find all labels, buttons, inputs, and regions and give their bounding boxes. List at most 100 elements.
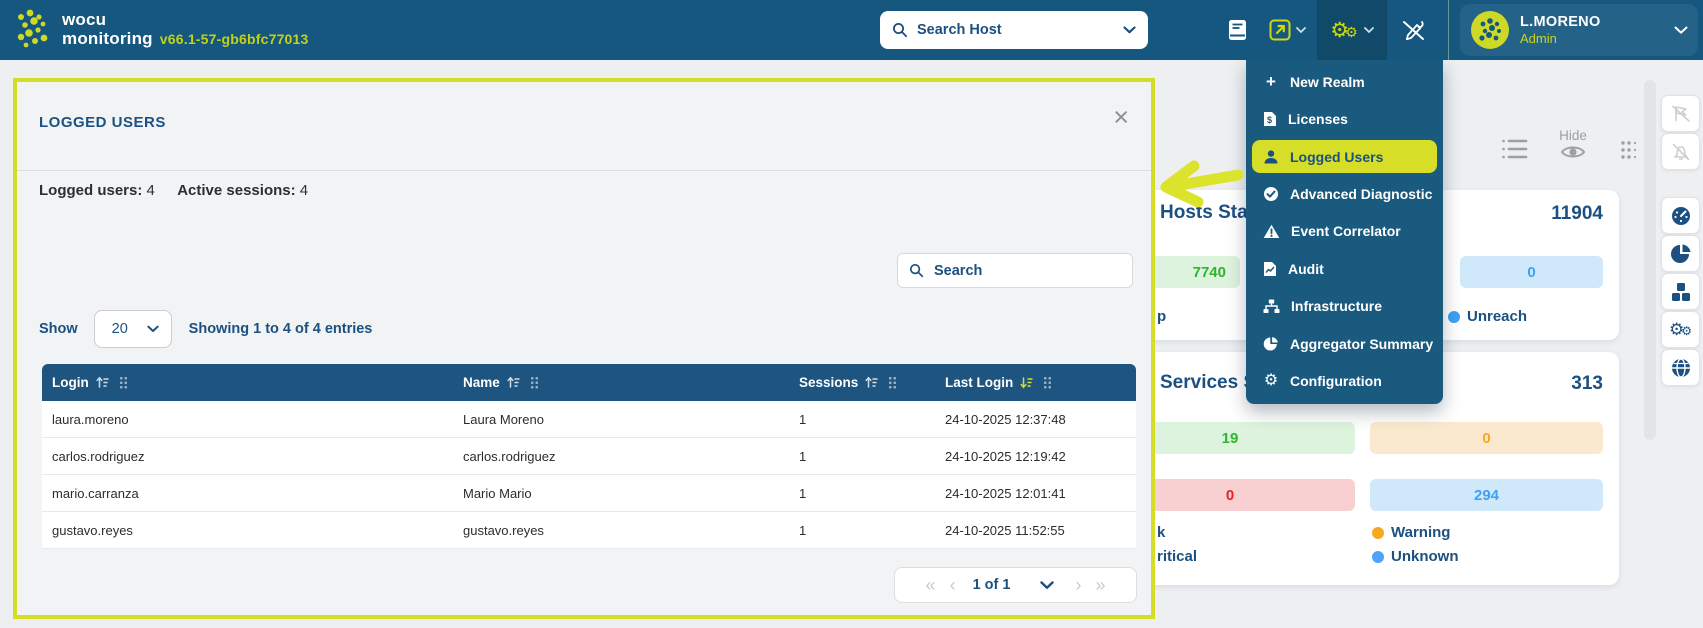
menu-item-event-correlator[interactable]: Event Correlator	[1246, 213, 1443, 251]
table-row[interactable]: carlos.rodriguez carlos.rodriguez 1 24-1…	[42, 438, 1136, 475]
table-row[interactable]: mario.carranza Mario Mario 1 24-10-2025 …	[42, 475, 1136, 512]
user-role: Admin	[1520, 31, 1557, 46]
menu-item-licenses[interactable]: $ Licenses	[1246, 101, 1443, 139]
sort-icon[interactable]	[865, 376, 879, 389]
draw-mode-button[interactable]	[1394, 0, 1432, 60]
globe-icon	[1671, 357, 1690, 378]
logged-users-label: Logged users:	[39, 182, 143, 199]
brand-line1: wocu	[62, 9, 107, 29]
page-size-select[interactable]: 20	[93, 310, 172, 348]
external-views-button[interactable]	[1264, 0, 1310, 60]
next-page-button[interactable]: ›	[1075, 574, 1082, 595]
flag-off-button[interactable]	[1661, 95, 1700, 132]
avatar	[1471, 11, 1509, 49]
cell-name: Laura Moreno	[463, 411, 544, 427]
sort-active-desc-icon[interactable]	[1020, 376, 1033, 389]
host-search-select[interactable]: Search Host	[880, 11, 1148, 49]
services-warning-badge[interactable]: 0	[1370, 422, 1603, 454]
page-select-chevron-icon[interactable]	[1040, 580, 1055, 590]
notifications-off-button[interactable]	[1661, 133, 1700, 170]
services-gears-button[interactable]: ⚙⚙	[1661, 311, 1700, 348]
services-critical-label: ritical	[1157, 548, 1198, 565]
menu-item-new-realm[interactable]: + New Realm	[1246, 63, 1443, 101]
external-link-icon	[1269, 19, 1290, 41]
active-sessions-label: Active sessions:	[177, 182, 296, 199]
menu-item-advanced-diagnostic[interactable]: Advanced Diagnostic	[1246, 175, 1443, 213]
menu-item-configuration[interactable]: ⚙ Configuration	[1263, 372, 1382, 390]
cell-last-login: 24-10-2025 12:01:41	[945, 485, 1066, 501]
menu-item-audit[interactable]: Audit	[1246, 250, 1443, 288]
admin-tools-menu: + New Realm $ Licenses Logged Users	[1246, 60, 1443, 404]
show-row: Show 20 Showing 1 to 4 of 4 entries	[39, 310, 372, 348]
widget-drag-handle[interactable]	[1620, 140, 1637, 165]
cell-name: gustavo.reyes	[463, 522, 544, 538]
chevron-down-icon	[1295, 26, 1306, 33]
network-globe-button[interactable]	[1661, 349, 1700, 386]
cell-name: Mario Mario	[463, 485, 532, 501]
menu-item-aggregator-summary[interactable]: Aggregator Summary	[1246, 325, 1443, 363]
unknown-dot	[1372, 550, 1384, 563]
services-total: 313	[1571, 373, 1603, 394]
page: Hide Hosts Stat 11904 7740 0 p	[0, 60, 1703, 628]
last-page-button[interactable]: »	[1095, 574, 1106, 595]
table-row[interactable]: laura.moreno Laura Moreno 1 24-10-2025 1…	[42, 401, 1136, 438]
user-menu[interactable]: L.MORENO Admin	[1460, 4, 1698, 56]
docs-button[interactable]	[1222, 0, 1252, 60]
logged-users-table: Login Name	[42, 364, 1136, 549]
panel-divider	[17, 170, 1151, 171]
showing-entries-label: Showing 1 to 4 of 4 entries	[188, 321, 373, 337]
table-header: Login Name	[42, 364, 1136, 401]
hosts-down-badge[interactable]: 0	[1460, 256, 1603, 288]
close-icon[interactable]: ×	[1113, 102, 1129, 132]
clusters-button[interactable]	[1661, 273, 1700, 310]
column-header-name[interactable]: Name	[453, 375, 789, 390]
brand[interactable]: wocu monitoring v66.1-57-gb6bfc77013	[14, 8, 309, 50]
current-page-label: 1 of 1	[972, 577, 1011, 593]
cell-last-login: 24-10-2025 12:19:42	[945, 448, 1066, 464]
edge-toolbar-track	[1644, 80, 1656, 440]
hide-widget-button[interactable]: Hide	[1548, 128, 1598, 166]
services-unknown-badge[interactable]: 294	[1370, 479, 1603, 511]
user-name: L.MORENO	[1520, 14, 1601, 30]
flag-slash-icon	[1671, 105, 1690, 122]
cell-sessions: 1	[799, 485, 807, 501]
gears-icon: ⚙⚙	[1668, 320, 1692, 339]
chevron-down-icon	[1123, 26, 1136, 34]
dashboard-gauge-button[interactable]	[1661, 197, 1700, 234]
cell-name: carlos.rodriguez	[463, 448, 556, 464]
sort-icon[interactable]	[96, 376, 109, 389]
book-icon	[1228, 20, 1246, 40]
pagination: « ‹ 1 of 1 › »	[894, 567, 1137, 603]
reports-pie-button[interactable]	[1661, 235, 1700, 272]
column-header-sessions[interactable]: Sessions	[789, 375, 935, 390]
menu-item-infrastructure[interactable]: Infrastructure	[1246, 288, 1443, 326]
column-grip-icon[interactable]	[1043, 376, 1053, 389]
warning-triangle-icon	[1263, 224, 1280, 238]
cell-last-login: 24-10-2025 12:37:48	[945, 411, 1066, 427]
sort-icon[interactable]	[507, 376, 520, 389]
table-search-input[interactable]: Search	[897, 253, 1133, 288]
pie-chart-icon	[1263, 336, 1278, 351]
cell-login: carlos.rodriguez	[52, 448, 145, 464]
plus-icon: +	[1266, 71, 1276, 91]
brand-text: wocu monitoring v66.1-57-gb6bfc77013	[62, 10, 309, 49]
chevron-down-icon	[1363, 26, 1374, 33]
table-row[interactable]: gustavo.reyes gustavo.reyes 1 24-10-2025…	[42, 512, 1136, 549]
host-search-placeholder: Search Host	[917, 22, 1002, 38]
column-header-login[interactable]: Login	[42, 375, 453, 390]
column-header-last-login[interactable]: Last Login	[935, 375, 1136, 390]
bell-slash-icon	[1672, 143, 1689, 160]
column-grip-icon[interactable]	[888, 376, 898, 389]
prev-page-button[interactable]: ‹	[949, 574, 956, 595]
grip-icon	[1621, 141, 1637, 159]
services-unknown-label: Unknown	[1372, 548, 1459, 565]
admin-tools-button[interactable]: ⚙⚙	[1317, 0, 1387, 60]
column-grip-icon[interactable]	[118, 376, 128, 389]
first-page-button[interactable]: «	[925, 574, 936, 595]
menu-item-logged-users[interactable]: Logged Users	[1252, 140, 1437, 173]
column-grip-icon[interactable]	[529, 376, 539, 389]
services-warning-label: Warning	[1372, 524, 1450, 541]
widget-list-button[interactable]	[1502, 138, 1528, 165]
header-divider	[1448, 0, 1449, 60]
